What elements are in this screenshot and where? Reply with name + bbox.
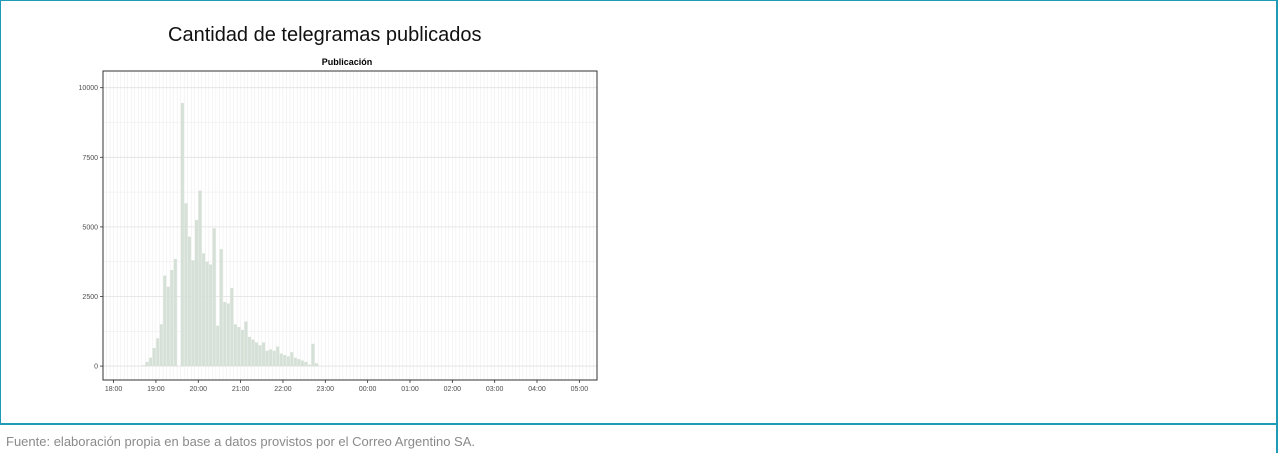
bar (184, 203, 188, 367)
x-tick-label: 22:00 (274, 386, 292, 393)
page-title: Cantidad de telegramas publicados (168, 24, 482, 46)
bar (156, 338, 160, 367)
bar (223, 302, 227, 367)
bar (265, 350, 269, 367)
frame-divider (0, 423, 1278, 425)
bar (202, 253, 206, 367)
y-tick-label: 0 (94, 364, 98, 371)
bar (170, 270, 174, 367)
bar (205, 261, 209, 367)
bar (300, 360, 304, 367)
bar (262, 342, 266, 367)
bar (212, 228, 216, 367)
bar (230, 288, 234, 367)
bar (237, 327, 241, 367)
x-tick-label: 19:00 (147, 386, 165, 393)
bar (307, 364, 311, 367)
bar (311, 343, 315, 367)
bar (219, 249, 223, 367)
bar (314, 363, 318, 367)
bar (272, 350, 276, 367)
bar (240, 329, 244, 367)
x-tick-label: 20:00 (190, 386, 208, 393)
bar (145, 361, 149, 367)
x-tick-label: 00:00 (359, 386, 377, 393)
x-tick-label: 03:00 (486, 386, 504, 393)
bar (297, 359, 301, 367)
bar (283, 354, 287, 367)
bar (180, 103, 184, 367)
bar (195, 219, 199, 367)
bar (216, 325, 220, 367)
bar (290, 352, 294, 367)
bar (173, 258, 177, 367)
bar (247, 336, 251, 367)
bar (163, 275, 167, 367)
bar (226, 303, 230, 367)
bar (293, 357, 297, 367)
bar (233, 324, 237, 367)
x-tick-label: 01:00 (401, 386, 419, 393)
bar-chart: Publicación 0 2500 5000 7500 10000 18:00 19:00… (79, 57, 598, 393)
source-note: Fuente: elaboración propia en base a dat… (6, 434, 476, 449)
x-tick-label: 02:00 (444, 386, 462, 393)
bar (286, 356, 290, 367)
x-tick-label: 05:00 (571, 386, 589, 393)
x-tick-label: 18:00 (105, 386, 123, 393)
bar (304, 361, 308, 367)
bar (166, 286, 170, 367)
bar (258, 345, 262, 367)
grid (102, 71, 598, 380)
bar (152, 347, 156, 367)
bar (198, 190, 202, 367)
bar (159, 324, 163, 367)
y-tick-label: 5000 (82, 224, 98, 231)
y-tick-label: 10000 (79, 85, 99, 92)
x-tick-label: 23:00 (317, 386, 335, 393)
bar (276, 346, 280, 367)
plot-panel (102, 70, 598, 381)
bar (149, 357, 153, 367)
bars (142, 103, 318, 367)
bar (251, 339, 255, 367)
bar (187, 236, 191, 367)
chart-title: Publicación (322, 57, 373, 67)
bar (269, 349, 273, 367)
bar (279, 353, 283, 367)
y-tick-label: 2500 (82, 294, 98, 301)
bar (142, 365, 146, 367)
bar (209, 264, 213, 367)
bar (254, 342, 258, 367)
axes: 0 2500 5000 7500 10000 18:00 19:00 20:00 21:00 22… (79, 85, 589, 393)
right-border (1276, 0, 1278, 453)
y-tick-label: 7500 (82, 155, 98, 162)
bar (191, 260, 195, 367)
bar (244, 321, 248, 367)
x-tick-label: 21:00 (232, 386, 250, 393)
x-tick-label: 04:00 (528, 386, 546, 393)
